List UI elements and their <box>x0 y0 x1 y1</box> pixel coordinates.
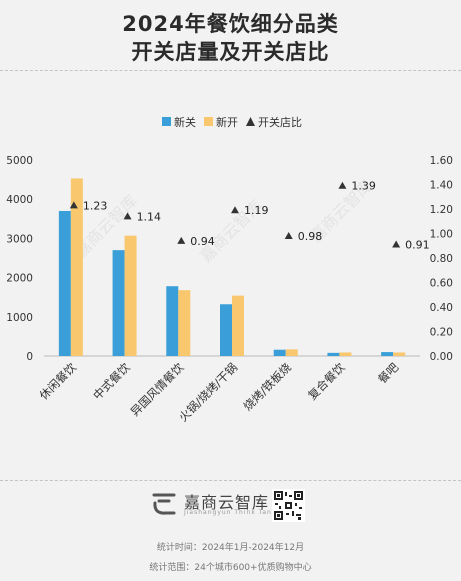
ratio-triangle-marker <box>338 181 347 189</box>
y-right-tick-label: 0.00 <box>430 351 453 363</box>
x-tick-label: 餐吧 <box>375 360 402 387</box>
ratio-data-label: 1.23 <box>83 199 108 212</box>
y-left-tick-label: 2000 <box>6 273 33 285</box>
qr-code-icon <box>272 489 305 522</box>
combo-chart: 新关 新开 开关店比 嘉商云智库 嘉商云智库 嘉商云智库 010002000300040… <box>6 115 453 424</box>
y-right-tick-label: 0.40 <box>430 302 453 314</box>
x-tick-label: 复合餐饮 <box>305 360 348 403</box>
y-left-tick-label: 0 <box>26 351 33 363</box>
chart-title-line-2: 开关店量及开关店比 <box>131 40 330 64</box>
bar-closed <box>166 286 179 356</box>
bar-closed <box>112 250 125 356</box>
legend-triangle-icon <box>246 117 255 126</box>
bar-opened <box>393 352 406 356</box>
bar-closed <box>327 352 340 356</box>
stat-period: 统计时间：2024年1月-2024年12月 <box>156 543 305 553</box>
stat-scope: 统计范围：24个城市600+优质购物中心 <box>149 563 312 573</box>
y-right-tick-label: 1.40 <box>430 180 453 192</box>
legend-label-0: 新关 <box>174 115 196 129</box>
bar-closed <box>381 352 394 356</box>
brand-subtitle: Jiashangyun Think Tank <box>184 509 277 516</box>
y-left-tick-label: 4000 <box>6 194 33 206</box>
ratio-triangle-marker <box>231 206 239 214</box>
bar-opened <box>232 295 244 356</box>
bars <box>58 178 406 356</box>
legend-swatch-0 <box>162 117 171 126</box>
ratio-data-label: 1.14 <box>137 210 162 223</box>
ratio-triangle-marker <box>392 240 401 248</box>
y-right-tick-label: 1.60 <box>430 155 453 167</box>
ratio-data-label: 1.39 <box>351 180 376 193</box>
y-right-tick-label: 0.60 <box>430 278 453 290</box>
bar-opened <box>70 178 83 356</box>
y-left-tick-label: 3000 <box>6 233 33 245</box>
ratio-triangle-marker <box>177 236 186 244</box>
y-right-tick-label: 1.20 <box>430 204 453 216</box>
bar-closed <box>273 349 286 356</box>
ratio-triangle-marker <box>69 201 78 209</box>
bar-opened <box>285 349 298 356</box>
y-left-tick-label: 5000 <box>6 155 33 167</box>
ratio-triangle-marker <box>123 212 132 220</box>
brand-name: 嘉商云智库 <box>184 493 270 512</box>
top-divider <box>0 70 461 71</box>
x-tick-label: 中式餐饮 <box>90 360 133 403</box>
bar-opened <box>178 290 191 356</box>
y-right-tick-label: 1.00 <box>430 229 453 241</box>
legend-label-1: 新开 <box>216 115 238 129</box>
y-right-tick-label: 0.20 <box>430 327 453 339</box>
chart-title-line-1: 2024年餐饮细分品类 <box>122 12 339 36</box>
footer-divider <box>0 480 461 481</box>
x-tick-label: 休闲餐饮 <box>37 360 80 403</box>
y-right-tick-label: 0.80 <box>430 253 453 265</box>
ratio-points: 1.23 1.14 0.94 1.19 0.98 1.39 0.91 <box>69 180 430 252</box>
ratio-data-label: 1.19 <box>244 204 269 217</box>
ratio-triangle-marker <box>284 231 293 239</box>
brand-logo-icon <box>152 493 176 515</box>
bar-opened <box>339 352 352 356</box>
x-tick-label: 异国风情餐饮 <box>128 360 187 419</box>
ratio-data-label: 0.94 <box>190 235 215 248</box>
bar-opened <box>124 235 137 356</box>
y-left-tick-label: 1000 <box>6 312 33 324</box>
bar-closed <box>220 304 232 356</box>
legend-label-2: 开关店比 <box>258 115 302 129</box>
legend-swatch-1 <box>204 117 213 126</box>
ratio-data-label: 0.91 <box>405 239 430 252</box>
bar-closed <box>58 210 71 356</box>
ratio-data-label: 0.98 <box>298 230 323 243</box>
legend: 新关 新开 开关店比 <box>162 115 302 129</box>
x-tick-label: 烧烤/铁板烧 <box>241 360 295 414</box>
